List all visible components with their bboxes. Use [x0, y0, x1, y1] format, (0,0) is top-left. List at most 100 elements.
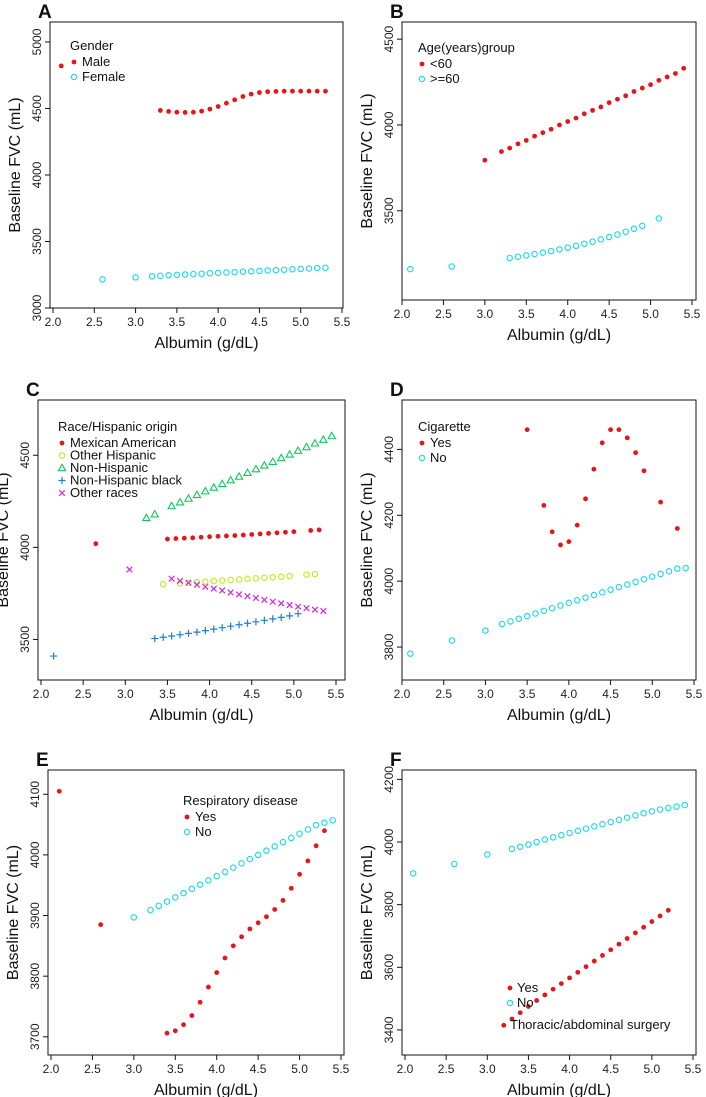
x-tick-label: 5.0: [286, 687, 303, 701]
data-point: [254, 851, 262, 859]
data-point: [624, 581, 631, 588]
data-point: [542, 992, 548, 998]
data-point: [210, 585, 218, 592]
legend-title: Respiratory disease: [183, 793, 298, 808]
legend-marker: [418, 75, 426, 83]
data-point: [141, 513, 151, 522]
series-mexican-american: [93, 527, 322, 547]
data-point: [673, 803, 680, 810]
data-point: [166, 108, 172, 114]
x-tick-label: 4.0: [561, 1062, 578, 1076]
data-point: [548, 126, 554, 132]
x-axis-label: Albumin (g/dL): [149, 707, 253, 724]
data-point: [261, 596, 268, 604]
y-tick-label: 3800: [382, 633, 396, 660]
y-tick-label: 3400: [382, 1016, 396, 1043]
data-point: [159, 633, 167, 641]
y-axis-label: Baseline FVC (mL): [5, 845, 22, 980]
data-point: [673, 71, 678, 76]
data-point: [232, 533, 238, 538]
data-point: [539, 249, 547, 256]
panel-label: E: [36, 750, 49, 771]
data-point: [313, 264, 321, 272]
data-point: [639, 222, 646, 230]
data-point: [525, 841, 532, 848]
data-point: [172, 1028, 178, 1034]
data-point: [175, 497, 185, 506]
data-point: [180, 889, 187, 897]
data-point: [167, 501, 177, 510]
series-yes: [524, 427, 680, 548]
data-point: [290, 88, 295, 94]
y-tick-label: 4000: [18, 534, 32, 561]
legend-entry-label: >=60: [430, 71, 460, 86]
data-point: [209, 482, 219, 491]
data-point: [501, 1022, 507, 1028]
data-point: [147, 906, 154, 914]
data-point: [176, 577, 184, 585]
legend-marker: [58, 452, 66, 459]
data-point: [214, 269, 222, 277]
y-tick-label: 4000: [382, 828, 396, 855]
data-point: [164, 1030, 170, 1036]
data-point: [235, 621, 243, 629]
data-point: [183, 493, 194, 502]
series-other-hispanic: [159, 570, 319, 588]
data-point: [264, 267, 271, 274]
x-tick-label: 5.5: [328, 687, 345, 701]
data-point: [624, 936, 630, 941]
data-point: [533, 838, 540, 846]
legend-marker: [507, 985, 513, 991]
data-point: [261, 574, 268, 582]
x-tick-label: 4.0: [210, 315, 227, 329]
data-point: [207, 106, 213, 112]
data-point: [622, 228, 629, 235]
x-tick-label: 3.0: [127, 315, 144, 329]
data-point: [572, 242, 580, 250]
data-point: [257, 531, 263, 537]
data-point: [682, 564, 689, 572]
data-point: [649, 919, 655, 924]
data-point: [314, 88, 320, 94]
legend-entry-label: Female: [82, 69, 125, 84]
data-point: [184, 629, 193, 637]
data-point: [540, 607, 548, 615]
x-tick-label: 3.0: [477, 687, 494, 701]
data-point: [641, 924, 647, 930]
x-tick-label: 3.5: [167, 1062, 184, 1076]
data-point: [681, 801, 689, 809]
data-point: [257, 90, 262, 95]
data-point: [648, 82, 653, 88]
data-point: [296, 830, 303, 837]
data-point: [564, 244, 571, 251]
data-point: [286, 601, 293, 609]
data-point: [165, 536, 170, 542]
data-point: [214, 970, 220, 975]
panel-label: A: [38, 2, 52, 23]
data-point: [234, 471, 244, 480]
y-tick-label: 4400: [382, 436, 396, 463]
data-point: [482, 157, 488, 163]
x-tick-label: 5.0: [644, 1062, 661, 1076]
legend-entry-label: Yes: [195, 809, 217, 824]
data-point: [608, 427, 613, 433]
data-point: [268, 457, 278, 465]
data-point: [305, 265, 313, 272]
data-point: [531, 250, 538, 258]
plot-frame: [401, 21, 697, 301]
data-point: [182, 110, 188, 115]
data-point: [218, 624, 226, 632]
data-point: [591, 466, 597, 472]
data-point: [321, 819, 328, 827]
x-tick-label: 2.0: [394, 307, 411, 321]
data-point: [181, 271, 189, 278]
data-point: [294, 610, 302, 618]
data-point: [657, 570, 664, 578]
data-point: [159, 580, 167, 588]
y-axis-label: Baseline FVC (mL): [359, 472, 376, 607]
data-point: [190, 270, 197, 278]
y-tick-label: 3500: [30, 228, 44, 255]
data-point: [294, 603, 302, 610]
data-point: [246, 855, 254, 863]
